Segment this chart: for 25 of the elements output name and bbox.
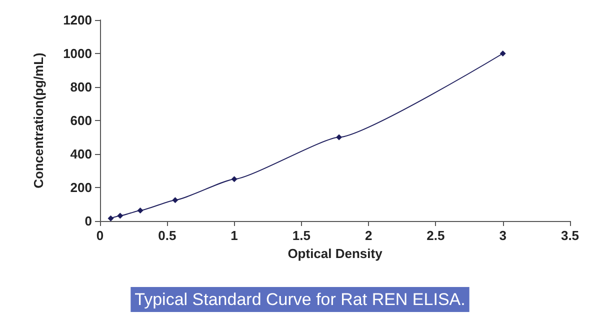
y-axis-title: Concentration(pg/mL) bbox=[31, 52, 46, 188]
y-tick-label: 1000 bbox=[63, 46, 92, 61]
point bbox=[500, 50, 506, 56]
point bbox=[231, 176, 238, 182]
text: Typical Standard Curve for Rat REN ELISA. bbox=[134, 290, 466, 309]
point bbox=[172, 197, 178, 204]
y-tick-label: 400 bbox=[70, 146, 92, 162]
x-tick-label: 2 bbox=[364, 228, 372, 243]
x-tick-label: 1.5 bbox=[292, 228, 310, 243]
x-tick-label: 3.5 bbox=[560, 228, 580, 243]
y-tick-label: 800 bbox=[70, 80, 92, 94]
x-tick-label: 0 bbox=[96, 228, 104, 243]
y-tick-label: 0 bbox=[84, 214, 92, 228]
point bbox=[336, 134, 342, 140]
y-tick-label: 1200 bbox=[63, 12, 92, 28]
x-tick-label: 1 bbox=[230, 228, 238, 243]
x-tick-label: 3 bbox=[499, 228, 506, 243]
point bbox=[137, 207, 144, 214]
x-tick-label: 0.5 bbox=[158, 228, 176, 243]
y-tick-label: 200 bbox=[70, 180, 92, 195]
x-tick-label: 2.5 bbox=[426, 228, 445, 243]
point bbox=[108, 215, 114, 222]
x-axis-title: Optical Density bbox=[288, 246, 384, 261]
point bbox=[117, 212, 124, 219]
y-tick-label: 600 bbox=[70, 113, 92, 128]
